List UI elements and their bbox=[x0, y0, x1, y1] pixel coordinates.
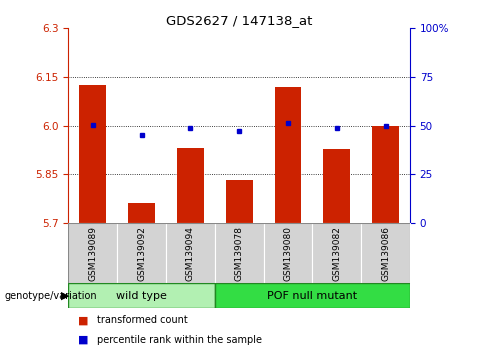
Text: POF null mutant: POF null mutant bbox=[267, 291, 357, 301]
Bar bbox=[68, 223, 117, 283]
Text: ■: ■ bbox=[78, 335, 89, 345]
Bar bbox=[264, 223, 312, 283]
Text: ▶: ▶ bbox=[61, 291, 69, 301]
Text: GSM139089: GSM139089 bbox=[88, 226, 97, 281]
Bar bbox=[79, 85, 106, 223]
Bar bbox=[215, 223, 264, 283]
Text: GSM139078: GSM139078 bbox=[235, 226, 244, 281]
Text: ■: ■ bbox=[78, 315, 89, 325]
Text: GSM139082: GSM139082 bbox=[332, 226, 341, 281]
Bar bbox=[166, 223, 215, 283]
Text: genotype/variation: genotype/variation bbox=[5, 291, 98, 301]
Text: GSM139094: GSM139094 bbox=[186, 226, 195, 281]
Bar bbox=[177, 148, 204, 223]
Bar bbox=[323, 149, 350, 223]
Bar bbox=[128, 203, 155, 223]
Text: transformed count: transformed count bbox=[97, 315, 187, 325]
Text: wild type: wild type bbox=[116, 291, 167, 301]
Text: GSM139092: GSM139092 bbox=[137, 226, 146, 281]
Bar bbox=[117, 223, 166, 283]
Text: percentile rank within the sample: percentile rank within the sample bbox=[97, 335, 262, 345]
Title: GDS2627 / 147138_at: GDS2627 / 147138_at bbox=[166, 14, 312, 27]
Bar bbox=[274, 87, 302, 223]
Bar bbox=[225, 180, 253, 223]
Bar bbox=[312, 223, 361, 283]
Bar bbox=[361, 223, 410, 283]
Text: GSM139080: GSM139080 bbox=[284, 226, 292, 281]
Bar bbox=[215, 283, 410, 308]
Text: GSM139086: GSM139086 bbox=[381, 226, 390, 281]
Bar bbox=[372, 126, 399, 223]
Bar bbox=[68, 283, 215, 308]
